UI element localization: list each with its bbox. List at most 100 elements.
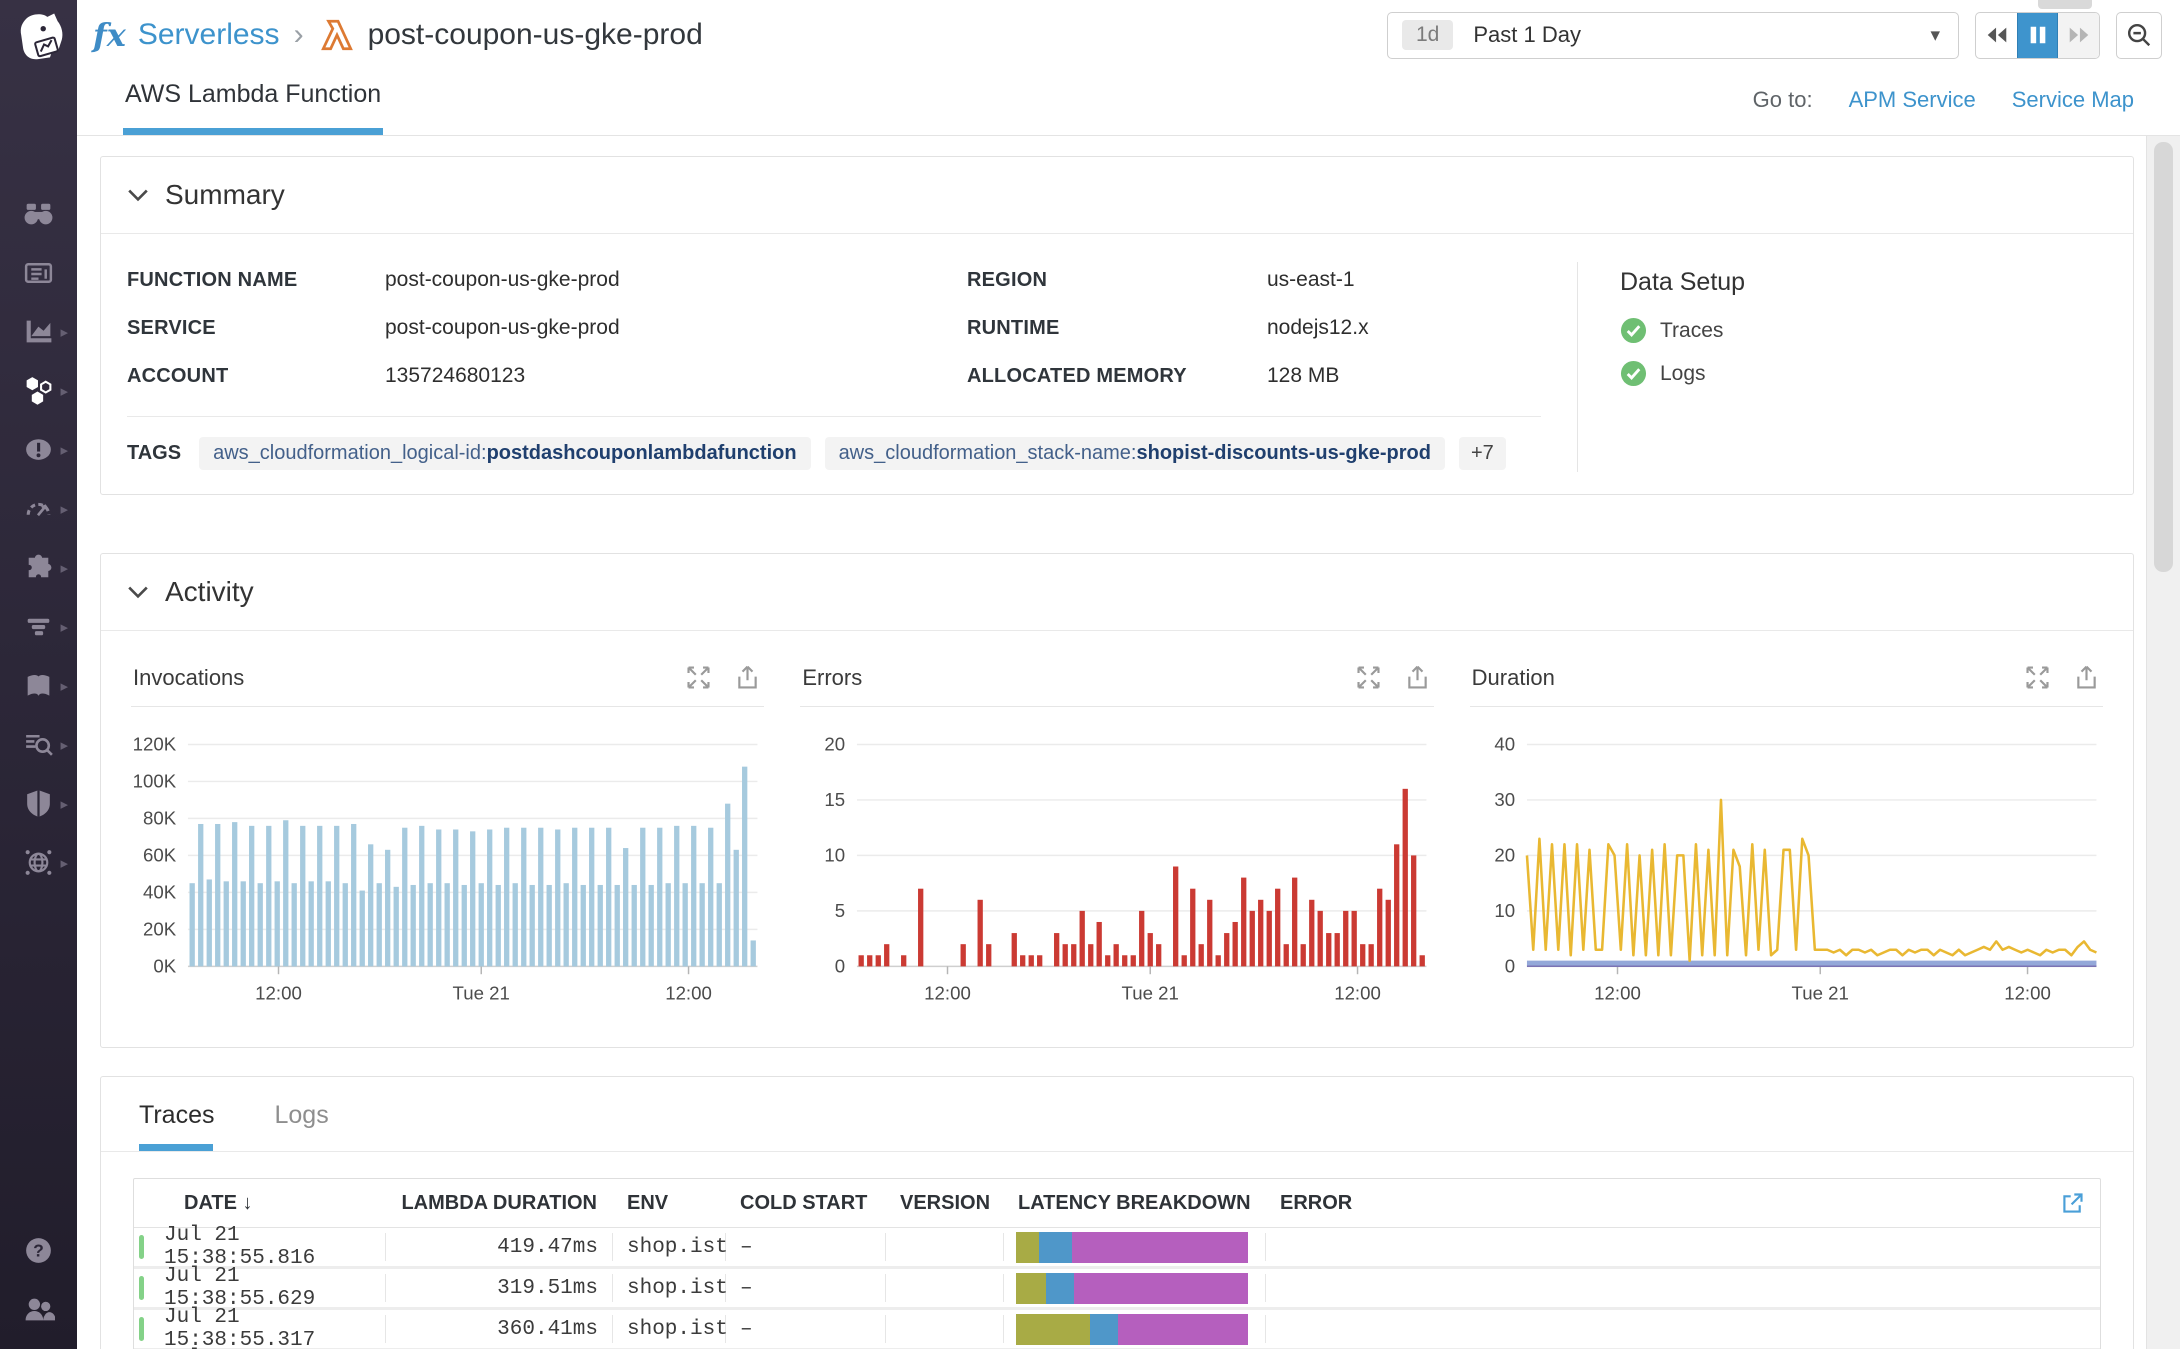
svg-text:40K: 40K (143, 881, 177, 902)
svg-text:20: 20 (1494, 844, 1515, 865)
sidebar-item-monitors[interactable]: ▸ (0, 420, 77, 479)
svg-text:12:00: 12:00 (255, 983, 302, 1004)
sidebar-item-dashboards[interactable] (0, 243, 77, 302)
svg-text:60K: 60K (143, 844, 177, 865)
sidebar-item-security[interactable]: ▸ (0, 774, 77, 833)
summary-title: Summary (165, 179, 285, 211)
breadcrumb-serverless-link[interactable]: Serverless (138, 18, 280, 52)
expand-icon[interactable] (2023, 663, 2052, 692)
svg-text:0: 0 (1504, 955, 1514, 976)
duration-line-chart[interactable]: 01020304012:00Tue 2112:00 (1470, 715, 2103, 1021)
log-search-icon (22, 728, 55, 761)
breadcrumb: fx Serverless › post-coupon-us-gke-prod (93, 16, 703, 54)
sidebar-item-team[interactable] (0, 1280, 77, 1339)
column-header-lambda-duration[interactable]: LAMBDA DURATION (386, 1192, 613, 1215)
trace-row[interactable]: Jul 21 15:38:55.629 319.51ms shop.ist – (134, 1269, 2100, 1310)
field-label: FUNCTION NAME (127, 269, 385, 292)
rewind-button[interactable] (1976, 13, 2017, 58)
tags-more-badge[interactable]: +7 (1459, 437, 1506, 470)
sidebar-menu: ▸ ▸ ▸ (0, 184, 77, 892)
tag-chip[interactable]: aws_cloudformation_logical-id:postdashco… (199, 437, 810, 470)
page-scrollbar[interactable] (2146, 136, 2180, 1349)
sidebar-item-watchdog[interactable] (0, 184, 77, 243)
zoom-out-button[interactable] (2116, 12, 2162, 59)
open-in-new-icon[interactable] (2059, 1190, 2086, 1217)
apm-hexagons-icon (22, 374, 55, 407)
trace-row[interactable]: Jul 21 15:38:55.816 419.47ms shop.ist – (134, 1228, 2100, 1269)
sidebar-item-pipelines[interactable]: ▸ (0, 597, 77, 656)
chart-title: Errors (802, 665, 1353, 691)
export-icon[interactable] (1403, 663, 1432, 692)
trace-error (1266, 1315, 2100, 1343)
tags-label: TAGS (127, 442, 181, 465)
svg-text:100K: 100K (133, 770, 177, 791)
errors-bar-chart[interactable]: 0510152012:00Tue 2112:00 (800, 715, 1433, 1021)
activity-charts: Invocations 0K20K40K (101, 631, 2133, 1047)
summary-header[interactable]: Summary (101, 157, 2133, 234)
tab-traces[interactable]: Traces (139, 1101, 214, 1151)
trace-row[interactable]: Jul 21 15:38:55.317 360.41ms shop.ist – (134, 1310, 2100, 1349)
export-icon[interactable] (2072, 663, 2101, 692)
invocations-chart-panel: Invocations 0K20K40K (131, 659, 764, 1021)
column-header-latency-breakdown[interactable]: LATENCY BREAKDOWN (1004, 1192, 1266, 1215)
trace-env: shop.ist (613, 1274, 726, 1302)
column-header-cold-start[interactable]: COLD START (726, 1192, 886, 1215)
latency-segment (1016, 1273, 1046, 1304)
apm-service-link[interactable]: APM Service (1849, 87, 1976, 113)
field-label: ACCOUNT (127, 365, 385, 388)
app-window: ▸ ▸ ▸ (0, 0, 2180, 1349)
column-header-error[interactable]: ERROR (1266, 1192, 2100, 1215)
sidebar-item-logs[interactable]: ▸ (0, 715, 77, 774)
traces-card: Traces Logs DATE ↓ LAMBDA DURATION ENV C… (100, 1076, 2134, 1349)
timeline-playback-group (1975, 12, 2100, 59)
scrollbar-thumb[interactable] (2154, 142, 2173, 572)
tab-aws-lambda-function[interactable]: AWS Lambda Function (123, 80, 383, 135)
check-circle-icon (1620, 360, 1647, 387)
submenu-caret-icon: ▸ (60, 559, 68, 577)
svg-text:Tue 21: Tue 21 (1791, 983, 1848, 1004)
column-header-version[interactable]: VERSION (886, 1192, 1004, 1215)
tab-logs[interactable]: Logs (274, 1101, 328, 1151)
svg-text:0K: 0K (153, 955, 176, 976)
field-value: 135724680123 (385, 364, 967, 388)
sidebar-item-help[interactable]: ? (0, 1221, 77, 1280)
svg-text:30: 30 (1494, 789, 1515, 810)
column-header-date[interactable]: DATE ↓ (134, 1192, 386, 1215)
field-label: RUNTIME (967, 317, 1267, 340)
column-header-env[interactable]: ENV (613, 1192, 726, 1215)
pause-button[interactable] (2017, 13, 2058, 58)
invocations-bar-chart[interactable]: 0K20K40K60K80K100K120K12:00Tue 2112:00 (131, 715, 764, 1021)
export-icon[interactable] (733, 663, 762, 692)
sidebar-item-apm-active[interactable]: ▸ (0, 361, 77, 420)
trace-date: Jul 21 15:38:55.629 (134, 1274, 386, 1302)
tags-row: TAGS aws_cloudformation_logical-id:postd… (127, 416, 1541, 470)
chevron-down-icon: ▾ (1930, 24, 1940, 47)
sidebar-item-integrations[interactable]: ▸ (0, 538, 77, 597)
sidebar-item-notebooks[interactable]: ▸ (0, 656, 77, 715)
svg-text:?: ? (33, 1241, 44, 1261)
fast-forward-button[interactable] (2058, 13, 2099, 58)
sidebar-item-synthetics[interactable]: ▸ (0, 479, 77, 538)
sidebar-item-ux-monitoring[interactable]: ▸ (0, 833, 77, 892)
time-range-picker[interactable]: 1d Past 1 Day ▾ (1387, 12, 1959, 59)
expand-icon[interactable] (1354, 663, 1383, 692)
trace-version (886, 1315, 1004, 1343)
trace-cold-start: – (726, 1315, 886, 1343)
serverless-fx-icon: fx (93, 16, 126, 54)
submenu-caret-icon: ▸ (60, 795, 68, 813)
datadog-logo-icon[interactable] (12, 10, 66, 66)
page-content: Summary FUNCTION NAME post-coupon-us-gke… (77, 136, 2180, 1349)
sidebar-item-metrics[interactable]: ▸ (0, 302, 77, 361)
latency-segment (1118, 1314, 1248, 1345)
time-range-badge: 1d (1402, 20, 1453, 50)
service-map-link[interactable]: Service Map (2012, 87, 2134, 113)
chevron-down-icon (127, 188, 149, 202)
svg-text:12:00: 12:00 (1594, 983, 1641, 1004)
expand-icon[interactable] (684, 663, 713, 692)
svg-text:12:00: 12:00 (1335, 983, 1382, 1004)
activity-header[interactable]: Activity (101, 554, 2133, 631)
svg-text:15: 15 (825, 789, 846, 810)
data-setup-title: Data Setup (1620, 268, 2113, 297)
tag-chip[interactable]: aws_cloudformation_stack-name:shopist-di… (825, 437, 1445, 470)
metrics-chart-icon (22, 315, 55, 348)
